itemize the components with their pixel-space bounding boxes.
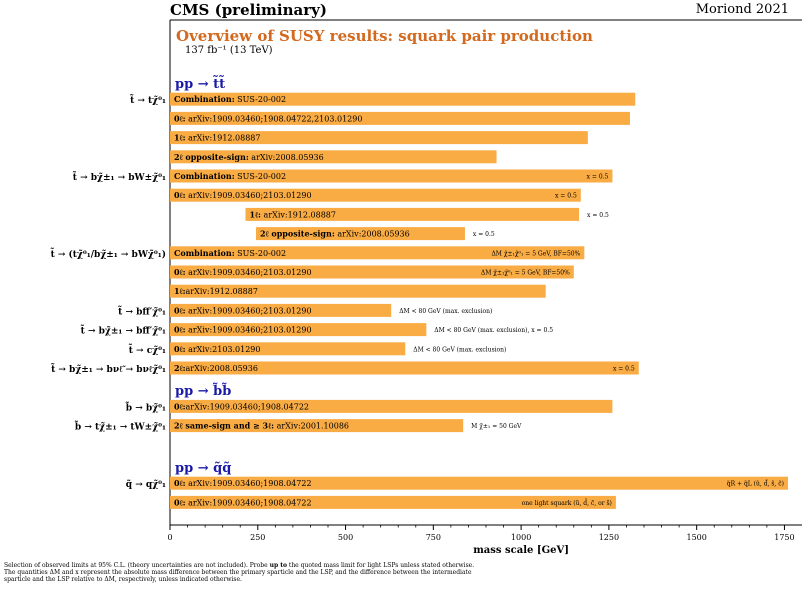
limit-bar <box>170 246 585 260</box>
bar-label: 0ℓ: arXiv:1909.03460;1908.04722 <box>174 497 312 507</box>
conference-label: Moriond 2021 <box>695 2 789 17</box>
limit-bar <box>245 207 580 221</box>
bar-note: x = 0.5 <box>473 231 495 238</box>
process-label: t̃ → bχ̃±₁ → bff̃′χ̃⁰₁ <box>81 324 166 337</box>
bar-note: ΔM χ̃±₁χ̃⁰₁ = 5 GeV, BF=50% <box>481 270 570 277</box>
x-tick-label: 1000 <box>511 533 531 542</box>
bar-label: Combination: SUS-20-002 <box>174 94 286 104</box>
limit-bar <box>170 131 588 145</box>
bar-label: 2ℓ same-sign and ≥ 3ℓ: arXiv:2001.10086 <box>174 421 349 431</box>
x-tick-label: 500 <box>338 533 353 542</box>
limit-bar <box>170 495 616 509</box>
footnote-line-1b: up to <box>269 562 287 569</box>
bar-label: 0ℓ: arXiv:1909.03460;2103.01290 <box>174 305 312 315</box>
bar-label: 2ℓ opposite-sign: arXiv:2008.05936 <box>174 152 324 162</box>
bar-label: 0ℓ: arXiv:1909.03460;1908.04722,2103.012… <box>174 113 362 123</box>
bar-note: q̃R + q̃L (ũ, d̃, s̃, c̃) <box>727 480 784 487</box>
x-tick-label: 750 <box>426 533 441 542</box>
bar-label: 1ℓ:arXiv:1912.08887 <box>174 286 258 296</box>
limit-bar <box>170 92 636 106</box>
x-axis-label: mass scale [GeV] <box>473 545 569 556</box>
footnote-line-1a: Selection of observed limits at 95% C.L.… <box>4 562 270 569</box>
process-label: t̃ → (tχ̃⁰₁/bχ̃±₁ → bWχ̃⁰₁) <box>50 247 166 260</box>
limit-bar <box>170 419 464 433</box>
process-label: t̃ → bχ̃±₁ → bW±χ̃⁰₁ <box>73 170 166 183</box>
process-label: t̃ → bχ̃±₁ → bνℓ̃ → bνℓχ̃⁰₁ <box>51 362 166 375</box>
x-tick-label: 250 <box>250 533 265 542</box>
bar-label: 0ℓ: arXiv:1909.03460;2103.01290 <box>174 267 312 277</box>
x-tick-label: 1750 <box>774 533 794 542</box>
x-tick-label: 1500 <box>686 533 706 542</box>
limit-bar <box>170 265 574 279</box>
bar-note: x = 0.5 <box>613 366 635 373</box>
limit-bar <box>256 227 465 241</box>
limit-bar <box>170 284 546 298</box>
footnote-line-3: sparticle and the LSP relative to ΔM, re… <box>4 576 242 583</box>
bar-label: 1ℓ: arXiv:1912.08887 <box>174 133 261 143</box>
process-label: b̃ → tχ̃±₁ → tW±χ̃⁰₁ <box>75 420 166 433</box>
bar-note: ΔM χ̃±₁χ̃⁰₁ = 5 GeV, BF=50% <box>491 250 580 257</box>
bar-label: 0ℓ: arXiv:2103.01290 <box>174 344 261 354</box>
limit-bar <box>170 399 613 413</box>
section-header: pp → q̃q̃ <box>175 461 231 476</box>
bar-note: one light squark (ũ, d̃, c̃, or s̃) <box>522 500 612 507</box>
bar-label: 2ℓ opposite-sign: arXiv:2008.05936 <box>260 229 410 239</box>
process-label: q̃ → qχ̃⁰₁ <box>126 479 166 490</box>
bar-note: x = 0.5 <box>555 193 577 200</box>
cms-header-label: CMS (preliminary) <box>170 1 327 19</box>
footnote: Selection of observed limits at 95% C.L.… <box>4 562 804 583</box>
limit-bar <box>170 111 630 125</box>
bar-label: 2ℓ:arXiv:2008.05936 <box>174 363 258 373</box>
bar-label: 0ℓ: arXiv:1909.03460;1908.04722 <box>174 478 312 488</box>
process-label: t̃ → cχ̃⁰₁ <box>129 343 166 356</box>
x-tick-label: 1250 <box>599 533 619 542</box>
limit-bar <box>170 303 392 317</box>
footnote-line-1: Selection of observed limits at 95% C.L.… <box>4 562 804 569</box>
bar-note: ΔM < 80 GeV (max. exclusion) <box>413 346 506 353</box>
limit-bar <box>170 342 406 356</box>
bar-note: ΔM < 80 GeV (max. exclusion), x = 0.5 <box>434 327 553 334</box>
bar-note: x = 0.5 <box>587 212 609 219</box>
x-tick-label: 0 <box>167 533 172 542</box>
bar-label: 0ℓ: arXiv:1909.03460;2103.01290 <box>174 190 312 200</box>
bar-label: 0ℓ: arXiv:1909.03460;2103.01290 <box>174 325 312 335</box>
overview-title: Overview of SUSY results: squark pair pr… <box>176 27 593 45</box>
limit-bar <box>170 476 788 490</box>
bar-label: 1ℓ: arXiv:1912.08887 <box>249 209 336 219</box>
process-label: t̃ → tχ̃⁰₁ <box>130 94 166 107</box>
luminosity-label: 137 fb⁻¹ (13 TeV) <box>185 45 273 56</box>
bar-label: Combination: SUS-20-002 <box>174 171 286 181</box>
limit-bar <box>170 188 581 202</box>
limit-bar <box>170 150 497 164</box>
bar-note: x = 0.5 <box>587 174 609 181</box>
process-label: b̃ → bχ̃⁰₁ <box>125 401 166 414</box>
bar-note: ΔM < 80 GeV (max. exclusion) <box>399 308 492 315</box>
limit-bar <box>170 169 613 183</box>
bar-note: M χ̃±₁ = 50 GeV <box>471 423 522 430</box>
bar-label: Combination: SUS-20-002 <box>174 248 286 258</box>
section-header: pp → b̃b̃ <box>175 382 231 399</box>
section-header: pp → t̃t̃ <box>175 75 225 92</box>
footnote-line-2: The quantities ΔM and x represent the ab… <box>4 569 472 576</box>
process-label: t̃ → bff′χ̃⁰₁ <box>118 305 166 318</box>
footnote-line-1c: the quoted mass limit for light LSPs unl… <box>287 562 475 569</box>
limit-bar <box>170 323 427 337</box>
bar-label: 0ℓ:arXiv:1909.03460;1908.04722 <box>174 401 309 411</box>
limit-bar <box>170 361 639 375</box>
